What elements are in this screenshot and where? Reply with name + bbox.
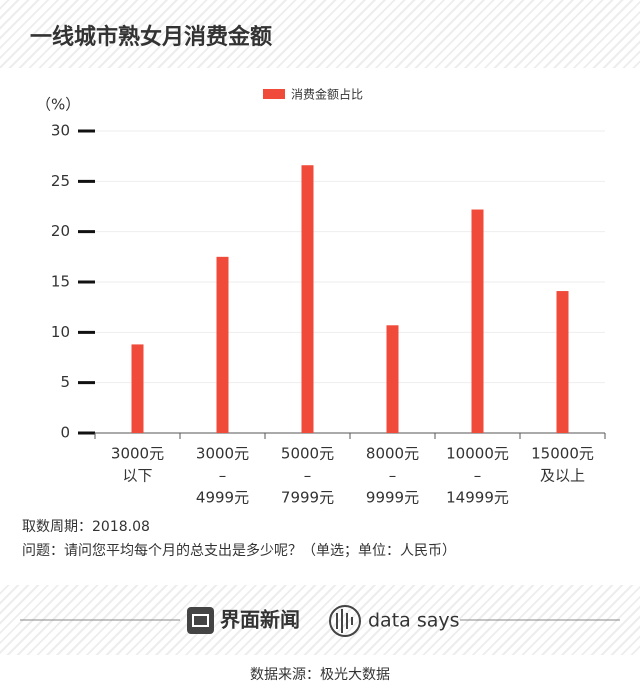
x-tick-label: – [219,467,227,485]
bar [131,344,144,433]
bar [471,209,484,433]
tag-icon [329,605,361,637]
chart-title: 一线城市熟女月消费金额 [30,24,272,50]
note: 取数周期：2018.08 [22,519,150,535]
logo-icon [192,614,209,627]
brand-tag: data says [368,610,460,632]
header-band [0,0,640,68]
bar [216,256,229,433]
x-tick-label: 3000元 [196,445,249,463]
bar [556,291,569,433]
source: 数据来源：极光大数据 [250,667,390,683]
x-tick-label: – [304,467,312,485]
y-tick-label: 10 [51,323,70,341]
x-tick-label: 以下 [122,467,152,485]
y-tick-label: 30 [51,122,70,140]
note: 问题：请问您平均每个月的总支出是多少呢？（单选；单位：人民币） [22,542,456,559]
x-tick-label: 8000元 [366,445,419,463]
bar [386,325,399,433]
x-tick-label: 5000元 [281,445,334,463]
logo-icon [187,607,214,634]
x-tick-label: – [389,467,397,485]
y-unit: （%） [36,96,80,114]
legend-swatch [263,89,285,99]
bar [301,165,314,433]
y-tick-label: 15 [51,273,70,291]
y-tick-label: 5 [60,373,70,391]
y-tick-label: 20 [51,222,70,240]
x-tick-label: 3000元 [111,445,164,463]
x-tick-label: 4999元 [196,489,249,507]
x-tick-label: 10000元 [446,445,509,463]
x-tick-label: 及以上 [540,467,585,485]
x-tick-label: – [474,467,482,485]
x-tick-label: 7999元 [281,489,334,507]
y-tick-label: 25 [51,172,70,190]
x-tick-label: 9999元 [366,489,419,507]
x-tick-label: 14999元 [446,489,509,507]
y-tick-label: 0 [60,424,70,442]
tag-icon [336,609,353,633]
legend-label: 消费金额占比 [291,87,363,102]
brand-logo: 界面新闻 [220,608,300,632]
x-tick-label: 15000元 [531,445,594,463]
